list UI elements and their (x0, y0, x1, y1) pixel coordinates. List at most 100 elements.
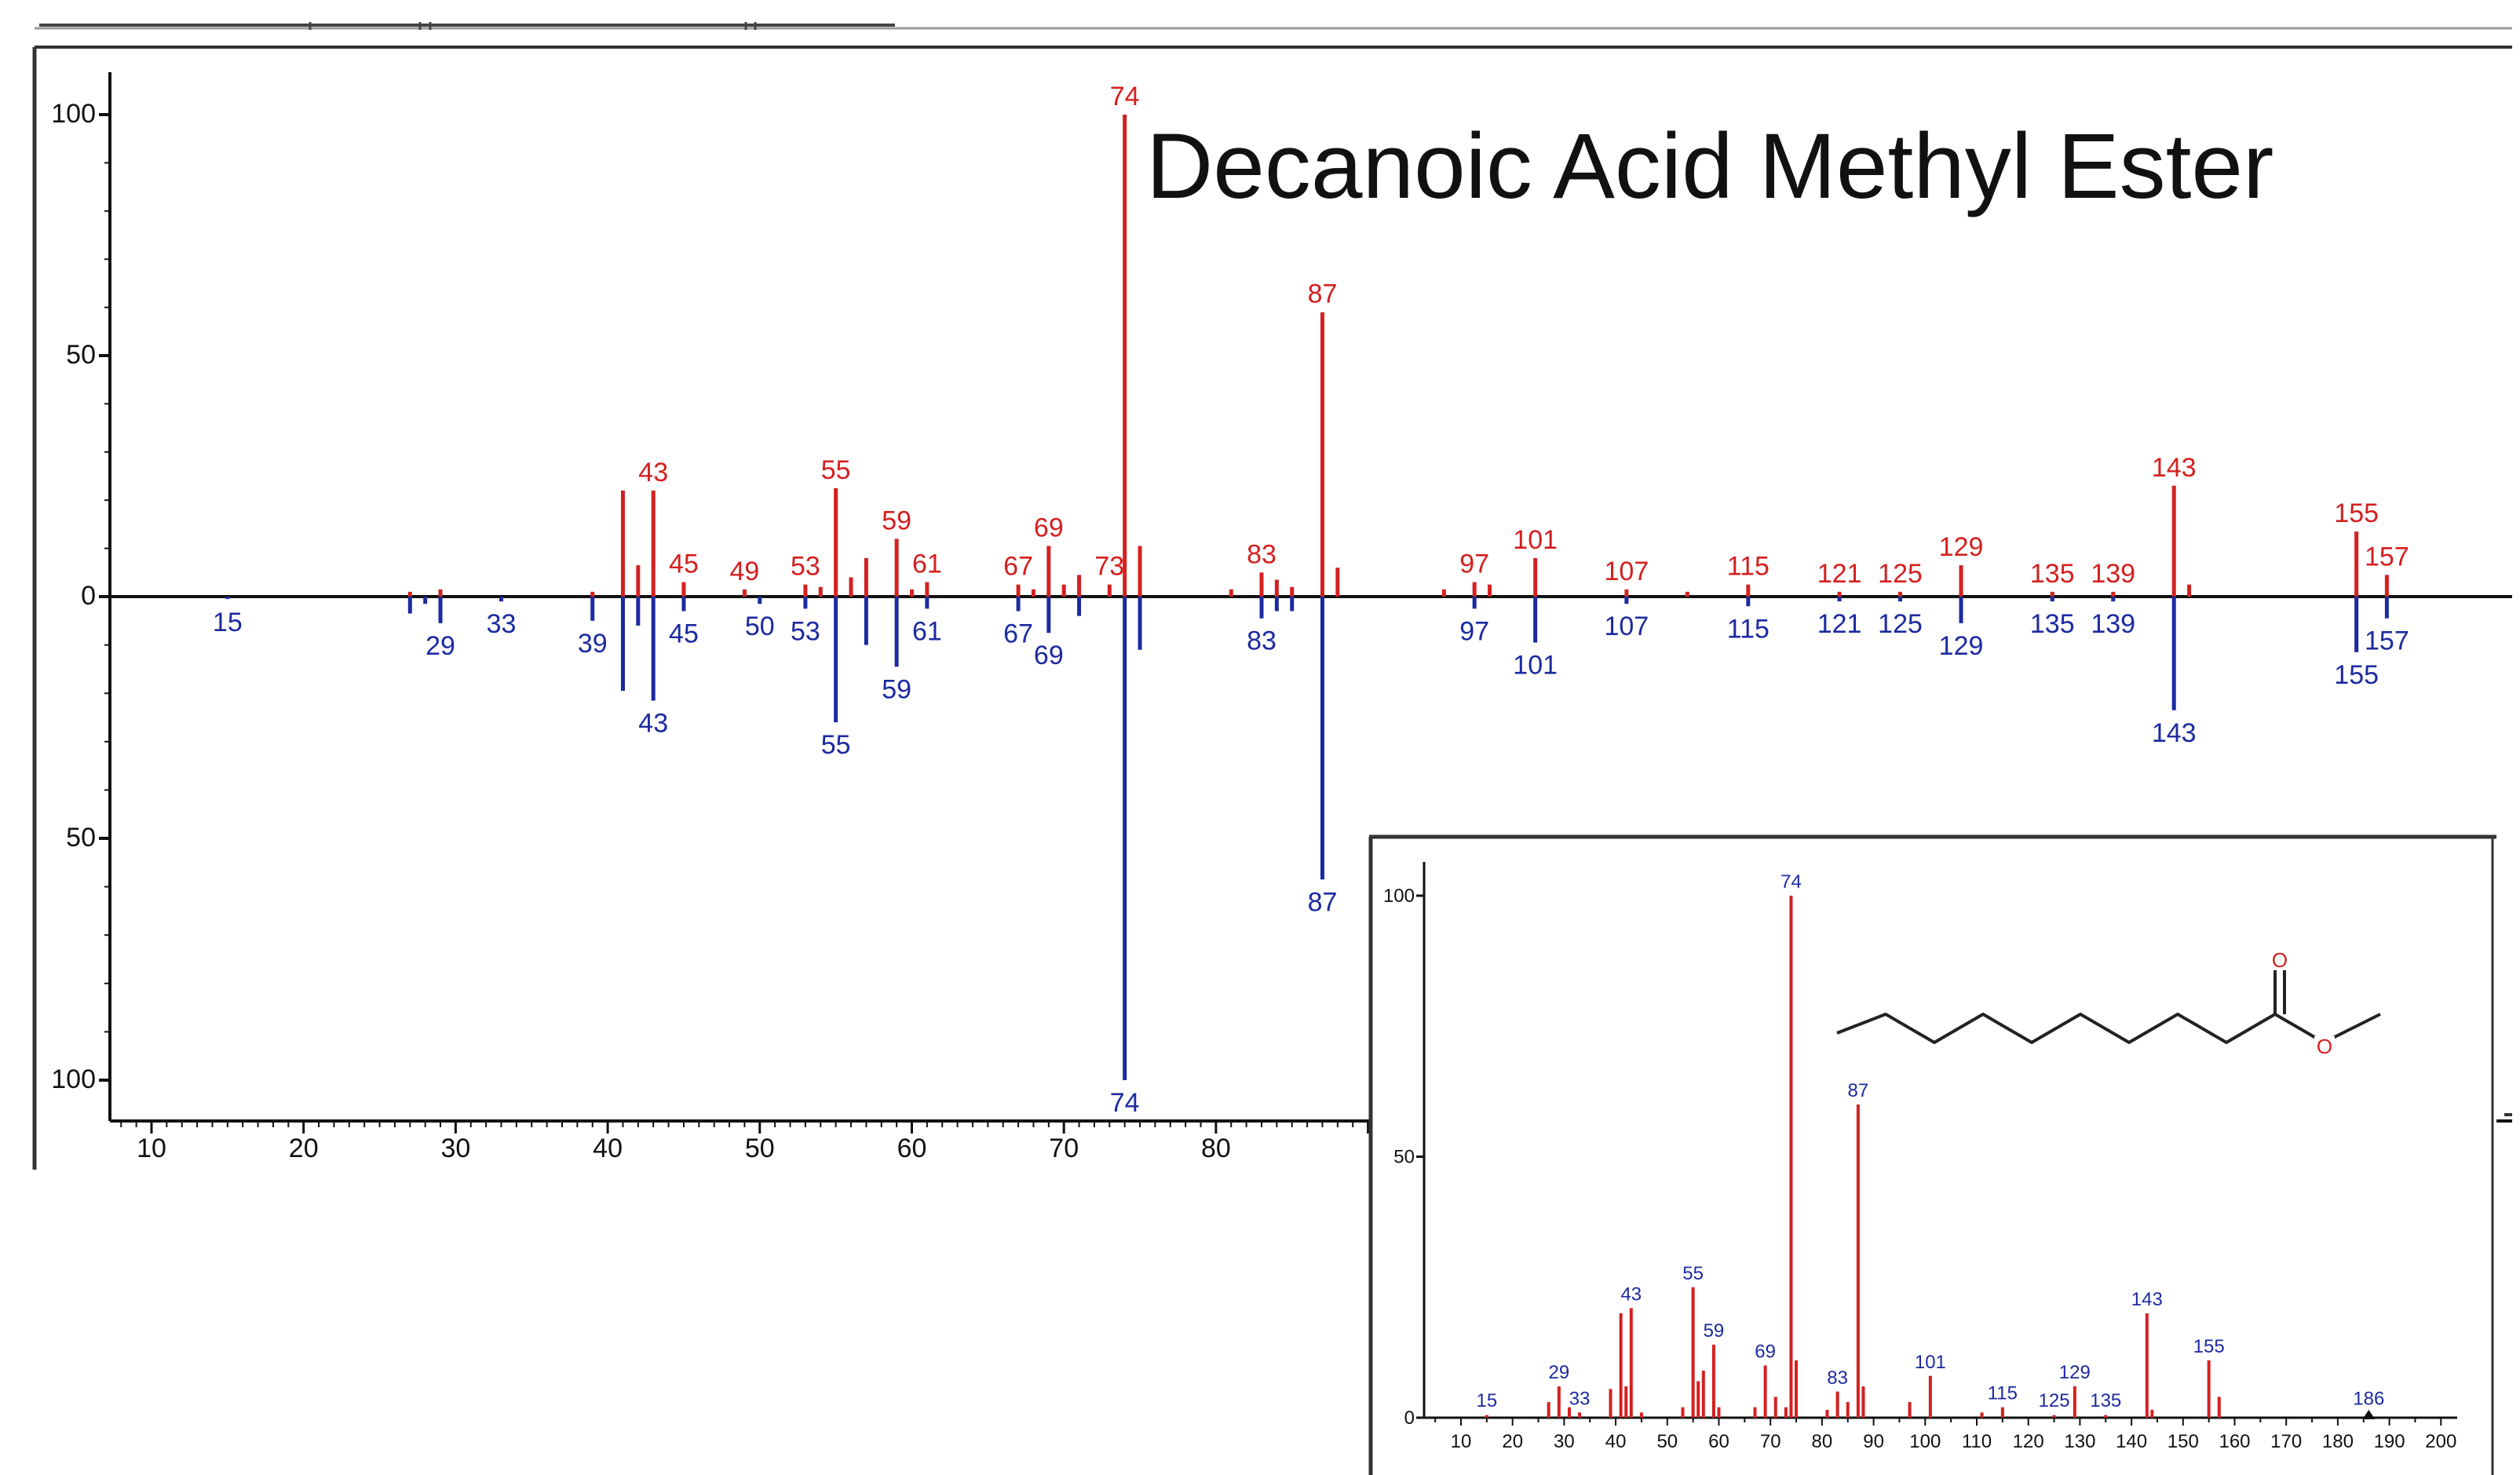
bottom-peak-label: 29 (425, 631, 455, 661)
inset-peak-label: 101 (1915, 1352, 1946, 1373)
bottom-peak-label: 115 (1727, 614, 1769, 644)
chart-title: Decanoic Acid Methyl Ester (1146, 115, 2273, 218)
inset-peak-label: 186 (2353, 1388, 2384, 1409)
inset-x-tick-label: 80 (1812, 1431, 1833, 1452)
x-tick-label: 30 (440, 1134, 470, 1163)
bottom-peak-label: 121 (1817, 609, 1862, 639)
x-tick-label: 10 (137, 1134, 166, 1163)
inset-x-tick-label: 160 (2219, 1431, 2250, 1452)
bottom-peak-label: 67 (1003, 619, 1033, 648)
top-peak-label: 55 (821, 455, 851, 485)
bottom-peak-label: 45 (669, 619, 699, 648)
x-tick-label: 80 (1201, 1134, 1231, 1163)
bottom-peak-label: 53 (791, 616, 820, 646)
bottom-peak-label: 43 (638, 708, 668, 738)
window-toolbar-strip (35, 22, 2512, 30)
y-tick-label: 100 (51, 99, 96, 129)
bottom-peak-label: 157 (2365, 626, 2409, 656)
inset-y-tick-label: 50 (1393, 1147, 1415, 1168)
x-tick-label: 20 (289, 1134, 319, 1163)
inset-x-tick-label: 90 (1863, 1431, 1884, 1452)
top-peak-label: 59 (882, 506, 911, 535)
top-peak-label: 83 (1247, 539, 1276, 569)
top-peak-label: 157 (2365, 542, 2409, 571)
bottom-peak-label: 87 (1308, 887, 1338, 917)
inset-x-tick-label: 120 (2013, 1431, 2044, 1452)
inset-x-tick-label: 40 (1605, 1431, 1627, 1452)
inset-x-tick-label: 170 (2270, 1431, 2302, 1452)
bottom-peak-label: 39 (578, 629, 608, 659)
molecule-atom-labels: O O (2270, 948, 2335, 1058)
top-peak-label: 135 (2030, 559, 2075, 589)
top-peak-label: 115 (1727, 552, 1769, 582)
top-peak-label: 155 (2334, 498, 2379, 528)
inset-spectrum-plot: 0 50 100 10 20 30 40 50 60 70 80 90 100 110 120 130 140 1… (1383, 862, 2457, 1452)
top-peak-label: 69 (1034, 513, 1064, 543)
molecule-structure-icon (1836, 967, 2381, 1044)
inset-x-tick-label: 190 (2374, 1431, 2405, 1452)
inset-peak-label: 143 (2131, 1289, 2163, 1310)
inset-peak-label: 33 (1569, 1388, 1591, 1409)
x-tick-label: 60 (897, 1134, 927, 1163)
bottom-peak-label: 155 (2334, 660, 2379, 690)
top-peak-label: 121 (1817, 559, 1862, 589)
bottom-peak-label: 143 (2152, 718, 2197, 748)
inset-peak-label: 59 (1704, 1320, 1725, 1342)
y-tick-label: 0 (81, 581, 96, 611)
y-tick-label: 50 (66, 823, 96, 853)
inset-peak-label: 87 (1848, 1080, 1869, 1101)
top-peak-label: 107 (1605, 557, 1649, 586)
inset-y-tick-label: 100 (1383, 885, 1415, 907)
bottom-peak-label: 125 (1878, 609, 1923, 639)
inset-x-tick-label: 130 (2064, 1431, 2095, 1452)
top-peak-label: 97 (1459, 549, 1489, 579)
peak-marker-icon (2362, 1410, 2376, 1419)
top-peak-label: 87 (1308, 279, 1338, 309)
inset-peak-label: 55 (1682, 1263, 1704, 1284)
top-peak-label: 53 (791, 552, 820, 582)
bottom-peak-label: 69 (1034, 641, 1064, 670)
bottom-peak-label: 139 (2091, 609, 2135, 639)
inset-library-spectrum: 0 50 100 10 20 30 40 50 60 70 80 90 100 110 120 130 140 1… (1368, 834, 2496, 1475)
top-peak-label: 125 (1878, 559, 1923, 589)
inset-peak-label: 29 (1548, 1362, 1569, 1383)
x-tick-label: 70 (1049, 1134, 1079, 1163)
inset-y-tick-label: 0 (1404, 1407, 1415, 1429)
inset-peak-label: 74 (1780, 871, 1802, 893)
bottom-peak-label: 83 (1247, 626, 1276, 656)
bottom-peak-label: 33 (487, 609, 517, 639)
x-tick-label: 50 (745, 1134, 775, 1163)
inset-x-tick-label: 140 (2116, 1431, 2147, 1452)
bottom-peak-label: 50 (745, 612, 775, 641)
top-peak-label: 129 (1939, 532, 1984, 562)
inset-peak-label: 15 (1476, 1390, 1497, 1411)
top-peak-label: 43 (638, 458, 668, 487)
inset-background (1369, 835, 2496, 1475)
inset-peak-label: 155 (2193, 1336, 2225, 1357)
inset-x-tick-label: 10 (1451, 1431, 1472, 1452)
top-peak-label: 143 (2152, 453, 2197, 483)
bottom-peak-label: 129 (1939, 631, 1984, 661)
inset-x-tick-label: 20 (1502, 1431, 1523, 1452)
inset-x-tick-label: 60 (1708, 1431, 1729, 1452)
inset-peak-label: 129 (2059, 1362, 2091, 1383)
inset-peak-label: 125 (2039, 1390, 2070, 1411)
bottom-peak-label: 55 (821, 730, 851, 760)
inset-x-tick-label: 70 (1760, 1431, 1781, 1452)
inset-x-tick-label: 100 (1909, 1431, 1941, 1452)
main-chart-panel (32, 46, 2512, 1170)
top-peak-label: 73 (1094, 552, 1124, 582)
inset-x-tick-label: 150 (2168, 1431, 2199, 1452)
bottom-peak-label: 135 (2030, 609, 2075, 639)
inset-x-tick-label: 110 (1962, 1431, 1992, 1452)
inset-peak-label: 43 (1620, 1283, 1642, 1305)
bottom-peak-label: 97 (1459, 616, 1489, 646)
top-peak-label: 49 (730, 557, 760, 586)
y-tick-label: 100 (51, 1064, 96, 1094)
inset-peak-label: 83 (1827, 1367, 1848, 1389)
bottom-peak-label: 15 (213, 608, 243, 637)
top-peak-label: 61 (912, 549, 942, 579)
inset-peak-label: 135 (2090, 1390, 2121, 1411)
